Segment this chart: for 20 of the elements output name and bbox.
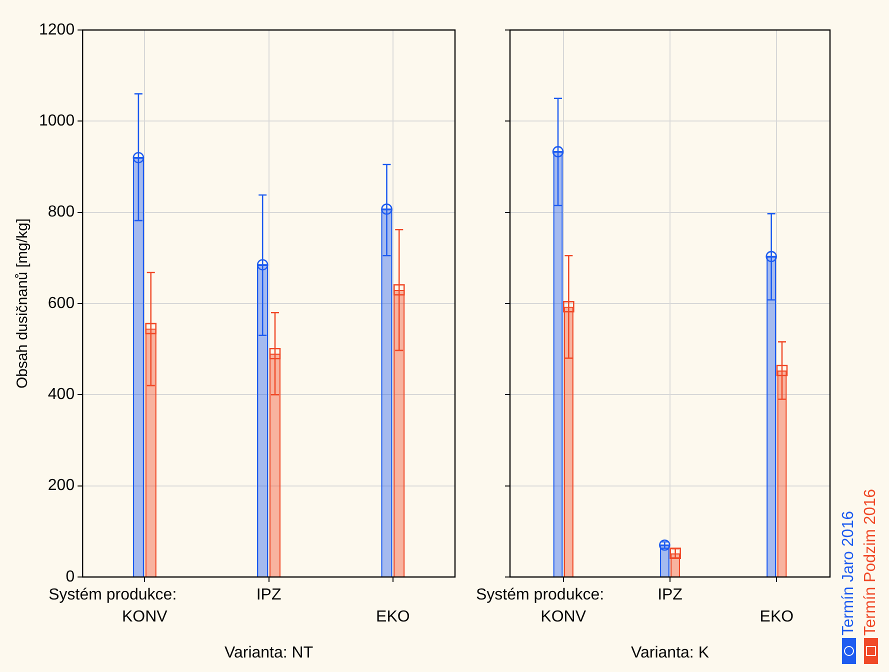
x-tick-label: IPZ [658, 586, 683, 604]
x-axis-title: Varianta: NT [224, 644, 314, 662]
text: Systém produkce: [48, 586, 177, 604]
x-tick-label: EKO [376, 608, 410, 626]
x-tick-label: IPZ [256, 586, 282, 604]
y-tick-label: 400 [48, 386, 75, 404]
text: Systém produkce: [476, 586, 604, 604]
y-tick-label: 1000 [39, 112, 75, 130]
y-tick-label: 1200 [39, 21, 75, 38]
x-axis-title: Varianta: K [631, 644, 710, 662]
x-tick-label: KONV [540, 608, 586, 626]
y-tick-label: 0 [66, 568, 75, 586]
text: Termín Jaro 2016 [840, 511, 858, 636]
y-tick-label: 600 [48, 294, 75, 312]
y-axis-title: Obsah dusičnanů [mg/kg] [14, 218, 32, 389]
y-tick-label: 800 [48, 204, 75, 221]
text: Termín Podzim 2016 [862, 489, 880, 636]
y-tick-label: 200 [48, 477, 75, 494]
x-tick-label: EKO [760, 608, 794, 626]
x-tick-label: KONV [122, 608, 168, 626]
